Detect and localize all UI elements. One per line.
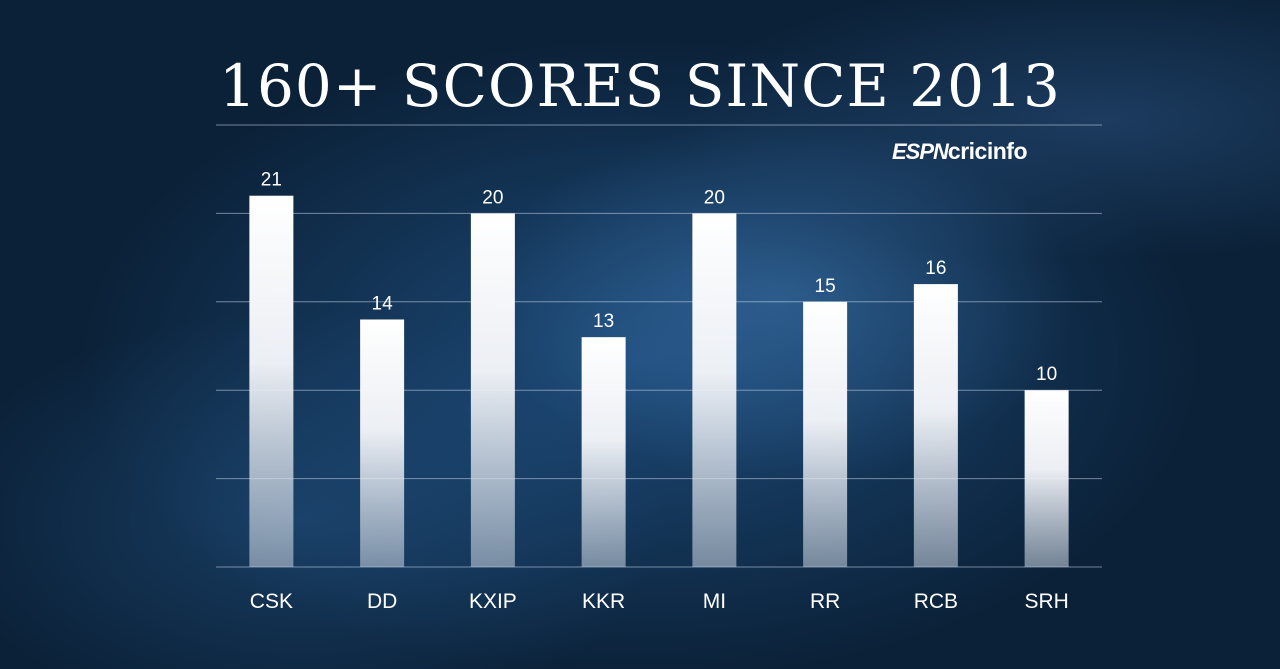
- category-label-kxip: KXIP: [469, 590, 517, 613]
- data-label-kkr: 13: [593, 311, 614, 332]
- bars: [249, 195, 1069, 567]
- bar-rcb: [913, 284, 958, 567]
- data-label-csk: 21: [261, 170, 282, 191]
- category-label-srh: SRH: [1024, 590, 1068, 613]
- category-label-rcb: RCB: [914, 590, 958, 613]
- bar-csk: [249, 195, 294, 567]
- category-label-kkr: KKR: [582, 590, 625, 613]
- data-label-rr: 15: [815, 276, 836, 297]
- data-label-rcb: 16: [925, 258, 946, 279]
- category-label-csk: CSK: [250, 590, 293, 613]
- category-label-dd: DD: [367, 590, 397, 613]
- bar-srh: [1024, 390, 1069, 567]
- data-label-srh: 10: [1036, 364, 1057, 385]
- labels: 21 CSK 14 DD 20 KXIP 13 KKR 20 MI 15 RR 16 RCB 10 SRH: [250, 170, 1069, 613]
- bar-mi: [692, 213, 737, 567]
- bar-kxip: [470, 213, 515, 567]
- gridlines: [216, 124, 1102, 568]
- espncricinfo-logo: ESPNcricinfo: [892, 138, 1028, 172]
- espn-logo-text: ESPN: [892, 139, 949, 164]
- category-label-rr: RR: [810, 590, 840, 613]
- data-label-mi: 20: [704, 187, 725, 208]
- data-label-kxip: 20: [482, 187, 503, 208]
- cricinfo-logo-text: cricinfo: [947, 138, 1028, 164]
- bar-dd: [360, 319, 405, 567]
- bar-rr: [803, 301, 848, 567]
- bar-kkr: [581, 337, 626, 567]
- category-label-mi: MI: [703, 590, 726, 613]
- chart-title: 160+ SCORES SINCE 2013: [219, 52, 1061, 120]
- data-label-dd: 14: [372, 293, 394, 314]
